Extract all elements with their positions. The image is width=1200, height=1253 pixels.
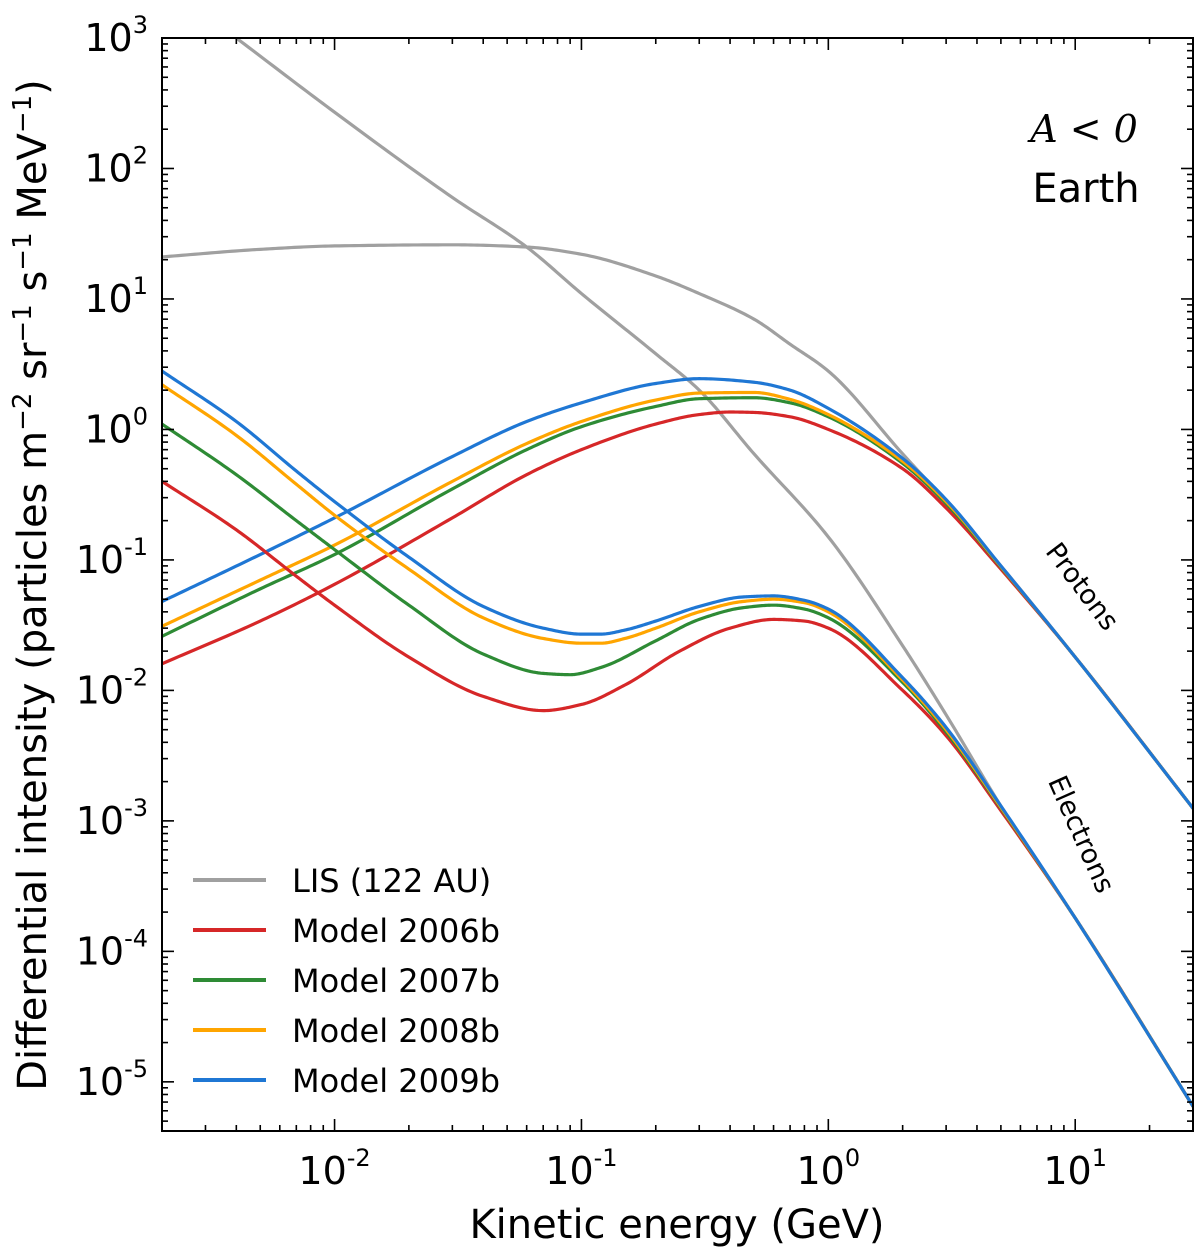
legend-label-2007b: Model 2007b xyxy=(292,962,500,1000)
x-tick-label-base: 10 xyxy=(1043,1149,1091,1193)
y-axis-title-part3: s xyxy=(10,271,56,305)
legend-label-lis: LIS (122 AU) xyxy=(292,862,491,900)
y-tick-label: 10-5 xyxy=(76,1055,148,1104)
x-tick-label: 10-2 xyxy=(298,1144,370,1193)
y-axis-title-exp3: −1 xyxy=(8,232,38,270)
y-axis-title-exp4: −1 xyxy=(8,95,38,133)
series-line-model-2009b-electrons xyxy=(162,369,1193,1108)
y-tick-label-base: 10 xyxy=(84,277,132,321)
x-tick-label-exponent: 1 xyxy=(1092,1144,1107,1172)
y-tick-label-exponent: -1 xyxy=(124,533,148,561)
legend-label-2006b: Model 2006b xyxy=(292,912,500,950)
y-tick-label-base: 10 xyxy=(76,1060,124,1104)
y-tick-label-base: 10 xyxy=(76,799,124,843)
y-tick-label-exponent: 1 xyxy=(133,272,148,300)
series-line-model-2008b-protons xyxy=(162,390,1193,810)
y-axis-title-part4: MeV xyxy=(10,133,56,233)
x-tick-label-exponent: -1 xyxy=(594,1144,618,1172)
protons-curve-label: Protons xyxy=(1039,537,1125,636)
y-tick-label-base: 10 xyxy=(84,407,132,451)
y-tick-label-base: 10 xyxy=(84,146,132,190)
y-axis-title-exp2: −1 xyxy=(8,304,38,342)
ticks-layer xyxy=(161,37,1194,1131)
legend-label-2009b: Model 2009b xyxy=(292,1062,500,1100)
y-axis-title: Differential intensity (particles m−2 sr… xyxy=(8,79,56,1091)
y-axis-title-exp1: −2 xyxy=(8,393,38,431)
y-tick-label: 10-2 xyxy=(76,663,148,712)
legend: LIS (122 AU) Model 2006b Model 2007b Mod… xyxy=(193,862,500,1100)
x-tick-label-exponent: 0 xyxy=(845,1144,860,1172)
series-line-model-2006b-electrons xyxy=(162,479,1193,1108)
polarity-annotation: A < 0 xyxy=(1027,107,1138,151)
legend-label-2008b: Model 2008b xyxy=(292,1012,500,1050)
series-line-model-2009b-protons xyxy=(162,377,1193,810)
y-tick-label-exponent: 0 xyxy=(133,402,148,430)
y-tick-label-base: 10 xyxy=(76,538,124,582)
y-tick-label: 102 xyxy=(84,141,148,190)
y-tick-label: 10-4 xyxy=(76,924,148,973)
x-axis-title: Kinetic energy (GeV) xyxy=(469,1202,884,1248)
y-axis-title-main: Differential intensity (particles m xyxy=(10,431,56,1091)
y-axis-title-part2: sr xyxy=(10,342,56,393)
x-tick-label: 10-1 xyxy=(545,1144,617,1193)
y-tick-label-exponent: 2 xyxy=(133,141,148,169)
y-tick-label: 101 xyxy=(84,272,148,321)
x-tick-label-base: 10 xyxy=(797,1149,845,1193)
y-tick-label-exponent: -2 xyxy=(124,663,148,691)
y-tick-label-exponent: -4 xyxy=(124,924,148,952)
electrons-curve-label: Electrons xyxy=(1041,771,1120,898)
y-tick-label-exponent: -5 xyxy=(124,1055,148,1083)
y-tick-label: 103 xyxy=(84,11,148,60)
x-tick-label-base: 10 xyxy=(298,1149,346,1193)
location-annotation: Earth xyxy=(1032,166,1139,212)
series-line-model-2006b-protons xyxy=(162,410,1193,810)
y-tick-label-base: 10 xyxy=(76,929,124,973)
y-tick-label: 10-1 xyxy=(76,533,148,582)
x-tick-label: 100 xyxy=(797,1144,861,1193)
plot-frame xyxy=(161,37,1194,1132)
y-tick-label: 100 xyxy=(84,402,148,451)
y-tick-label-exponent: -3 xyxy=(124,794,148,822)
x-tick-label-exponent: -2 xyxy=(347,1144,371,1172)
y-tick-label: 10-3 xyxy=(76,794,148,843)
x-tick-label-base: 10 xyxy=(545,1149,593,1193)
curves-layer xyxy=(162,38,1193,1108)
x-tick-label: 101 xyxy=(1043,1144,1107,1193)
tick-labels-layer: 10-2 10-1 100 10110310210110010-110-210-310… xyxy=(76,11,1107,1193)
y-axis-title-part5: ) xyxy=(10,79,56,95)
y-tick-label-base: 10 xyxy=(84,16,132,60)
y-tick-label-exponent: 3 xyxy=(133,11,148,39)
series-line-model-2007b-protons xyxy=(162,396,1193,810)
y-tick-label-base: 10 xyxy=(76,668,124,712)
